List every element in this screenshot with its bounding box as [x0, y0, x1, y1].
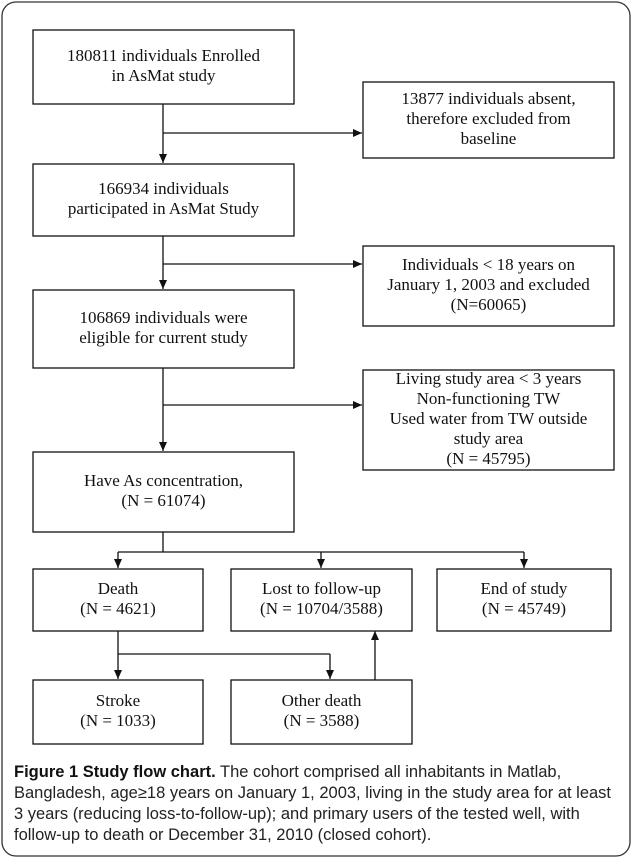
node-label: Living study area < 3 years	[396, 369, 582, 388]
node-label: therefore excluded from	[406, 109, 570, 128]
node-box	[32, 29, 295, 105]
node-box	[436, 568, 612, 632]
node-label: study area	[454, 429, 524, 448]
node-label: 106869 individuals were	[79, 308, 247, 327]
node-label: (N = 45749)	[482, 599, 566, 618]
node-label: 180811 individuals Enrolled	[67, 46, 260, 65]
node-box	[362, 81, 615, 159]
node-box	[32, 679, 204, 745]
node-label: Stroke	[96, 691, 140, 710]
node-label: (N = 61074)	[121, 491, 205, 510]
node-label: 13877 individuals absent,	[401, 89, 575, 108]
node-label: (N = 4621)	[80, 599, 156, 618]
node-label: (N = 3588)	[284, 711, 360, 730]
node-label: Individuals < 18 years on	[402, 255, 575, 274]
node-box	[230, 679, 413, 745]
node-label: Death	[98, 579, 139, 598]
connectors	[114, 104, 528, 680]
node-label: January 1, 2003 and excluded	[387, 275, 590, 294]
node-label: eligible for current study	[79, 328, 248, 347]
node-label: in AsMat study	[112, 66, 216, 85]
node-label: baseline	[461, 129, 517, 148]
node-label: Lost to follow-up	[262, 579, 381, 598]
node-box	[32, 451, 295, 533]
node-label: participated in AsMat Study	[68, 199, 260, 218]
node-label: 166934 individuals	[98, 179, 229, 198]
node-box	[32, 163, 295, 237]
node-label: (N = 10704/3588)	[260, 599, 383, 618]
node-label: Have As concentration,	[84, 471, 243, 490]
node-label: (N=60065)	[451, 295, 527, 314]
node-box	[32, 568, 204, 632]
node-label: (N = 1033)	[80, 711, 156, 730]
caption: Figure 1 Study flow chart. The cohort co…	[14, 762, 614, 846]
node-label: Other death	[282, 691, 362, 710]
node-label: (N = 45795)	[446, 449, 530, 468]
node-box	[230, 568, 413, 632]
node-label: Used water from TW outside	[390, 409, 588, 428]
node-box	[362, 369, 615, 471]
caption-text: The cohort comprised all inhabitants in …	[14, 763, 612, 844]
node-label: End of study	[481, 579, 568, 598]
node-box	[32, 289, 295, 369]
caption-title: Figure 1 Study flow chart.	[14, 763, 216, 781]
node-box	[362, 245, 615, 327]
node-label: Non-functioning TW	[417, 389, 562, 408]
